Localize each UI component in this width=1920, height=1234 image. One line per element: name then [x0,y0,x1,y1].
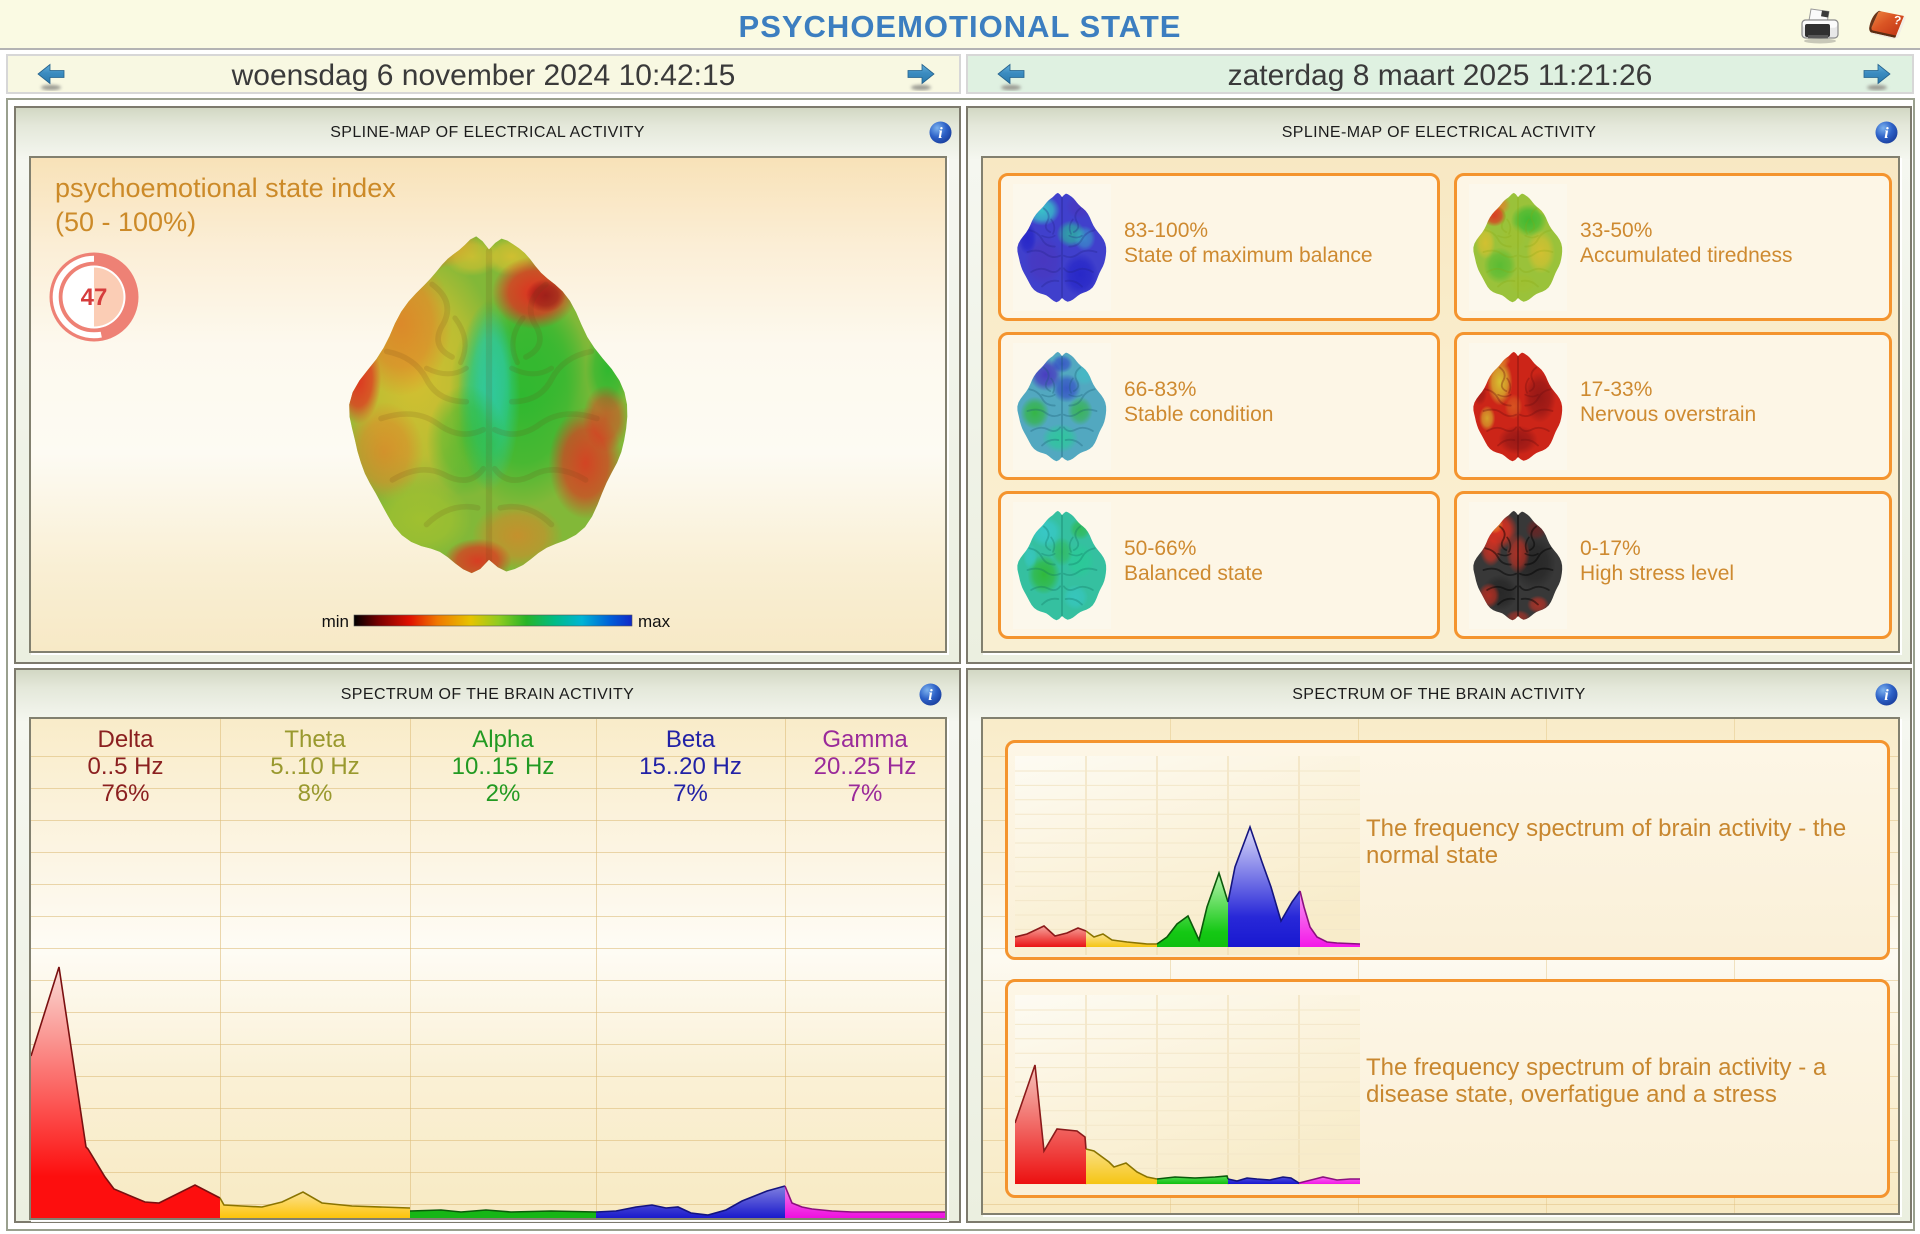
svg-text:i: i [1884,125,1889,142]
svg-text:i: i [938,125,943,142]
svg-text:?: ? [1892,13,1902,28]
svg-text:max: max [638,612,671,631]
svg-text:47: 47 [81,284,108,311]
svg-text:i: i [1884,687,1889,704]
svg-text:i: i [928,687,933,704]
svg-text:min: min [322,612,349,631]
